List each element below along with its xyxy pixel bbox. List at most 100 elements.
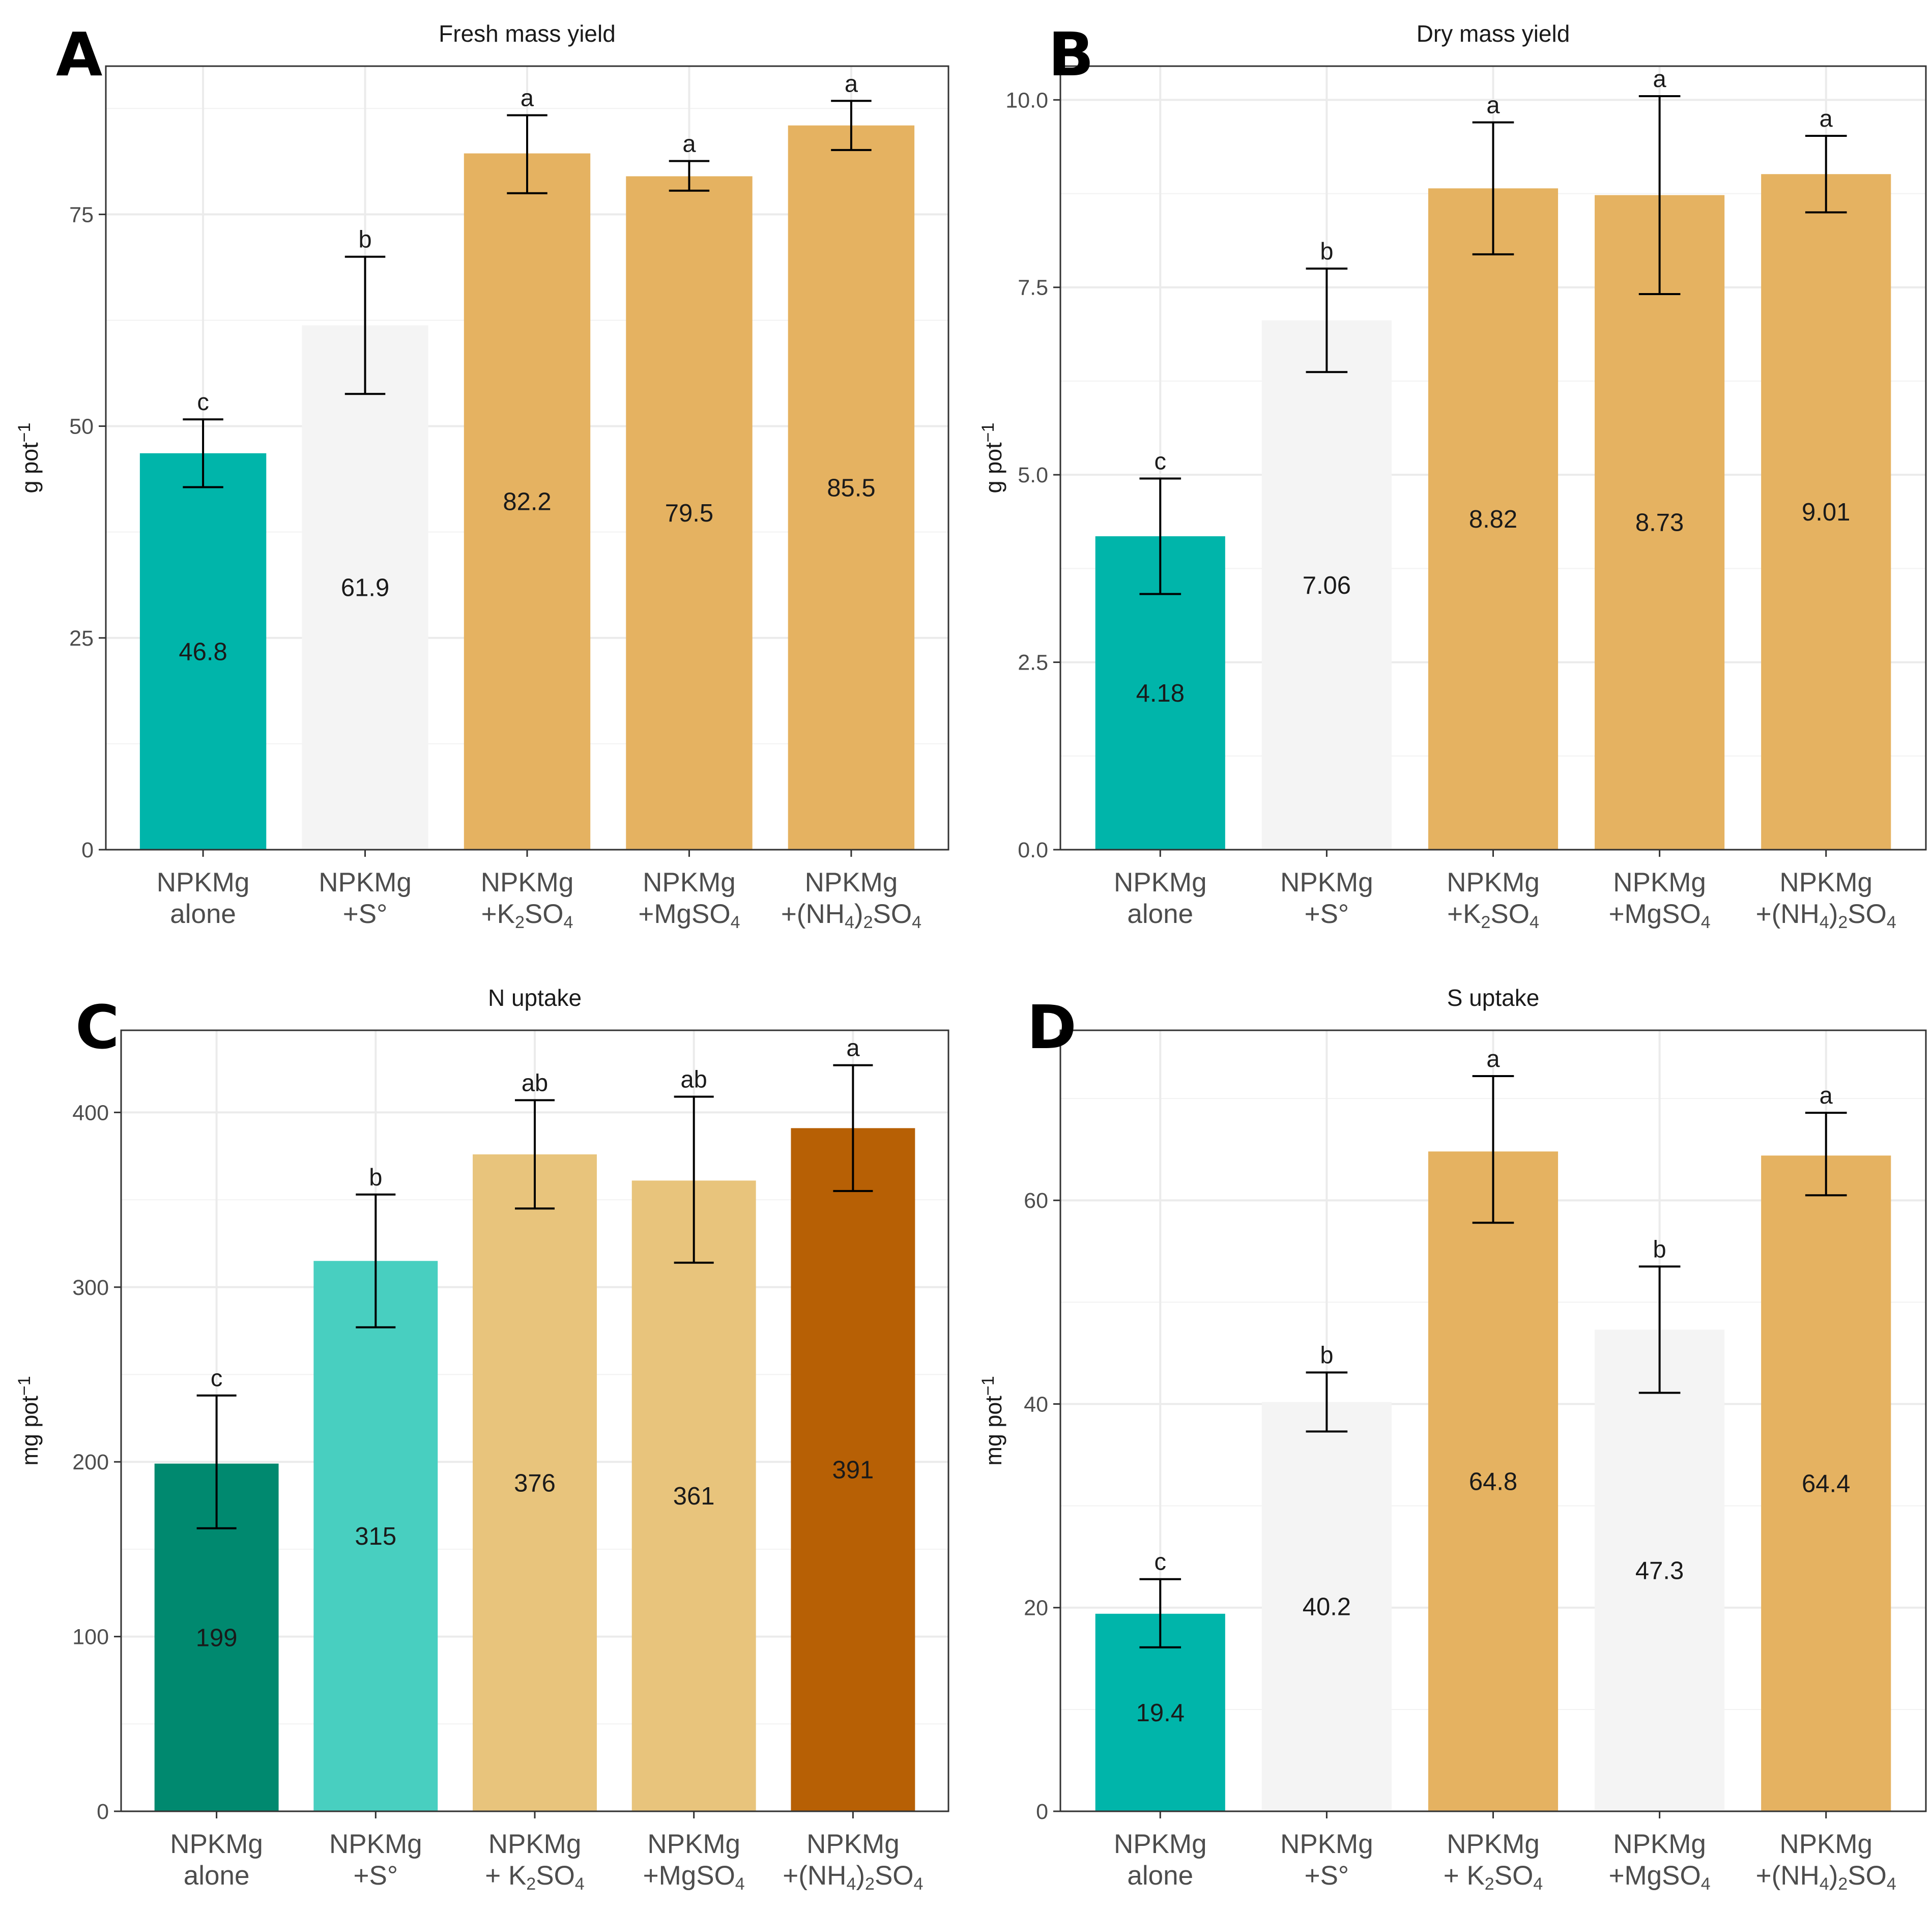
error-bar xyxy=(1139,1578,1181,1648)
x-tick-line-2: SO xyxy=(1490,899,1530,929)
x-tick-subscript: 4 xyxy=(1701,913,1711,932)
significance-letter: ab xyxy=(681,1065,707,1092)
error-bar xyxy=(196,1394,237,1529)
error-bar xyxy=(1306,1371,1348,1433)
x-tick-line-2: +(NH xyxy=(1756,1861,1820,1891)
bar-value-label: 47.3 xyxy=(1635,1557,1684,1585)
x-tick-line-2: +S° xyxy=(1305,1861,1349,1891)
x-tick-line-2: SO xyxy=(873,899,912,929)
x-tick-line-2: + K xyxy=(485,1861,526,1891)
error-bar xyxy=(344,255,386,395)
y-axis-label: g pot−1 xyxy=(978,423,1006,494)
x-tick-line-1: NPKMg xyxy=(1779,867,1872,898)
x-tick-label: NPKMg +K2SO4 xyxy=(1447,867,1540,932)
significance-letter: c xyxy=(197,388,209,415)
y-axis-label-superscript: −1 xyxy=(978,1376,998,1396)
x-tick-line-1: NPKMg xyxy=(329,1829,422,1859)
bar xyxy=(626,176,753,850)
x-tick-subscript: 4 xyxy=(1887,913,1896,932)
bar xyxy=(1428,188,1559,850)
x-tick-line-1: NPKMg xyxy=(643,867,736,898)
x-tick-subscript: 4 xyxy=(563,913,573,932)
bar-value-label: 199 xyxy=(196,1624,238,1652)
y-tick-label: 0 xyxy=(81,838,94,862)
error-bar xyxy=(1638,1265,1681,1394)
y-tick-label: 60 xyxy=(1024,1189,1048,1213)
bar-value-label: 4.18 xyxy=(1136,680,1185,707)
error-bar xyxy=(183,418,223,488)
x-tick-line-2: SO xyxy=(875,1861,914,1891)
bar-value-label: 79.5 xyxy=(665,500,713,527)
error-bar xyxy=(1472,1075,1514,1224)
x-tick-line-2: +MgSO xyxy=(1609,1861,1701,1891)
panel-letter: D xyxy=(1027,992,1077,1062)
significance-letter: b xyxy=(1653,1235,1666,1262)
x-tick-subscript: 2 xyxy=(1838,913,1848,932)
bar xyxy=(1761,174,1891,850)
x-tick-subscript: 2 xyxy=(865,1874,875,1894)
significance-letter: a xyxy=(1486,1045,1500,1072)
panel-title: N uptake xyxy=(488,985,582,1011)
x-tick-line-1: NPKMg xyxy=(488,1829,582,1859)
y-tick-label: 400 xyxy=(72,1101,109,1125)
x-tick-subscript: 4 xyxy=(735,1874,745,1894)
y-axis-label-text: g pot xyxy=(17,442,43,494)
significance-letter: a xyxy=(1820,1082,1833,1109)
x-tick-label: NPKMg +K2SO4 xyxy=(481,867,574,932)
bar-value-label: 391 xyxy=(832,1457,874,1484)
x-tick-subscript: 4 xyxy=(912,913,921,932)
error-bar xyxy=(514,1099,555,1210)
error-bar xyxy=(356,1193,396,1328)
bar xyxy=(139,453,267,850)
x-tick-label: NPKMg + K2SO4 xyxy=(485,1829,584,1894)
significance-letter: a xyxy=(521,84,534,111)
significance-letter: c xyxy=(211,1365,223,1392)
error-bar xyxy=(1805,1112,1847,1197)
x-tick-label: NPKMg +S° xyxy=(1280,867,1373,929)
error-bar xyxy=(1306,267,1348,373)
error-bar xyxy=(1139,477,1181,595)
significance-letter: b xyxy=(1320,1341,1333,1368)
x-tick-label: NPKMg +S° xyxy=(319,867,412,929)
bar-value-label: 64.8 xyxy=(1469,1468,1517,1496)
bar xyxy=(1595,1329,1725,1811)
x-tick-subscript: 4 xyxy=(1820,1874,1829,1894)
error-bar xyxy=(669,160,710,192)
x-tick-label: NPKMg alone xyxy=(170,1829,263,1891)
x-tick-label: NPKMg +(NH4)2SO4 xyxy=(1756,867,1896,932)
x-tick-line-2: ) xyxy=(1829,899,1838,929)
x-tick-line-1: NPKMg xyxy=(1613,867,1706,898)
significance-letter: c xyxy=(1155,448,1167,475)
x-tick-line-1: NPKMg xyxy=(481,867,574,898)
bar-value-label: 19.4 xyxy=(1136,1699,1185,1727)
bar xyxy=(1261,320,1392,850)
x-tick-label: NPKMg +MgSO4 xyxy=(1609,1829,1711,1894)
x-tick-line-1: NPKMg xyxy=(1280,867,1373,898)
y-axis-label: mg pot−1 xyxy=(15,1376,43,1465)
bar-value-label: 9.01 xyxy=(1802,499,1850,526)
x-tick-line-1: NPKMg xyxy=(1613,1829,1706,1859)
error-bar xyxy=(1638,95,1681,295)
bar-value-label: 46.8 xyxy=(179,638,227,665)
bar-value-label: 64.4 xyxy=(1802,1470,1850,1498)
y-tick-label: 75 xyxy=(69,202,94,227)
panel-b: 4.18 c 7.06 b 8.82 a 8.73 a 9.01 a 0.0 2.5 5.0 7.5 10.… xyxy=(978,19,1927,932)
x-tick-line-1: NPKMg xyxy=(319,867,412,898)
x-tick-line-1: NPKMg xyxy=(157,867,250,898)
x-tick-line-2: +(NH xyxy=(1756,899,1820,929)
bar-value-label: 40.2 xyxy=(1303,1594,1351,1621)
bar-value-label: 82.2 xyxy=(503,488,551,516)
error-bar xyxy=(831,100,872,151)
significance-letter: a xyxy=(682,130,696,157)
bar xyxy=(1428,1151,1559,1811)
x-tick-label: NPKMg + K2SO4 xyxy=(1444,1829,1543,1894)
panel-c: 199 c 315 b 376 ab 361 ab 391 a 0 100 200 300 400 NPKMg… xyxy=(15,985,949,1894)
bar xyxy=(1761,1155,1891,1811)
significance-letter: b xyxy=(1320,238,1333,265)
bar-value-label: 85.5 xyxy=(827,474,875,502)
y-tick-label: 25 xyxy=(69,626,94,651)
significance-letter: a xyxy=(1653,65,1667,92)
y-tick-label: 20 xyxy=(1024,1596,1048,1620)
x-tick-line-2: SO xyxy=(1494,1861,1534,1891)
panel-letter: B xyxy=(1048,19,1094,90)
